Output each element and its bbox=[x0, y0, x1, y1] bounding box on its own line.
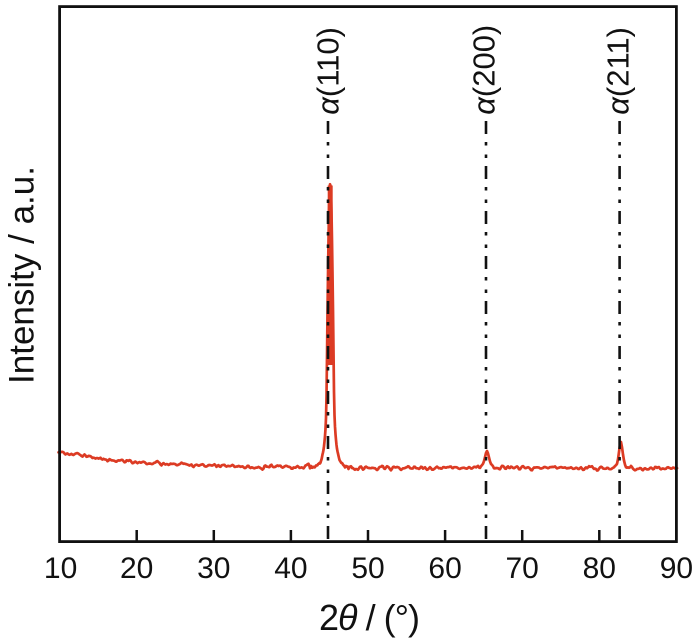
svg-text:α(211): α(211) bbox=[601, 27, 636, 115]
svg-text:2θ / (°): 2θ / (°) bbox=[319, 597, 419, 638]
svg-text:70: 70 bbox=[506, 552, 539, 585]
svg-text:α(200): α(200) bbox=[467, 25, 502, 115]
svg-text:Intensity / a.u.: Intensity / a.u. bbox=[3, 166, 42, 384]
svg-text:20: 20 bbox=[120, 552, 153, 585]
svg-text:10: 10 bbox=[44, 552, 77, 585]
svg-text:50: 50 bbox=[351, 552, 384, 585]
svg-text:40: 40 bbox=[274, 552, 307, 585]
svg-text:30: 30 bbox=[197, 552, 230, 585]
svg-text:90: 90 bbox=[660, 552, 693, 585]
svg-text:60: 60 bbox=[428, 552, 461, 585]
svg-text:80: 80 bbox=[583, 552, 616, 585]
svg-text:α(110): α(110) bbox=[311, 27, 346, 115]
